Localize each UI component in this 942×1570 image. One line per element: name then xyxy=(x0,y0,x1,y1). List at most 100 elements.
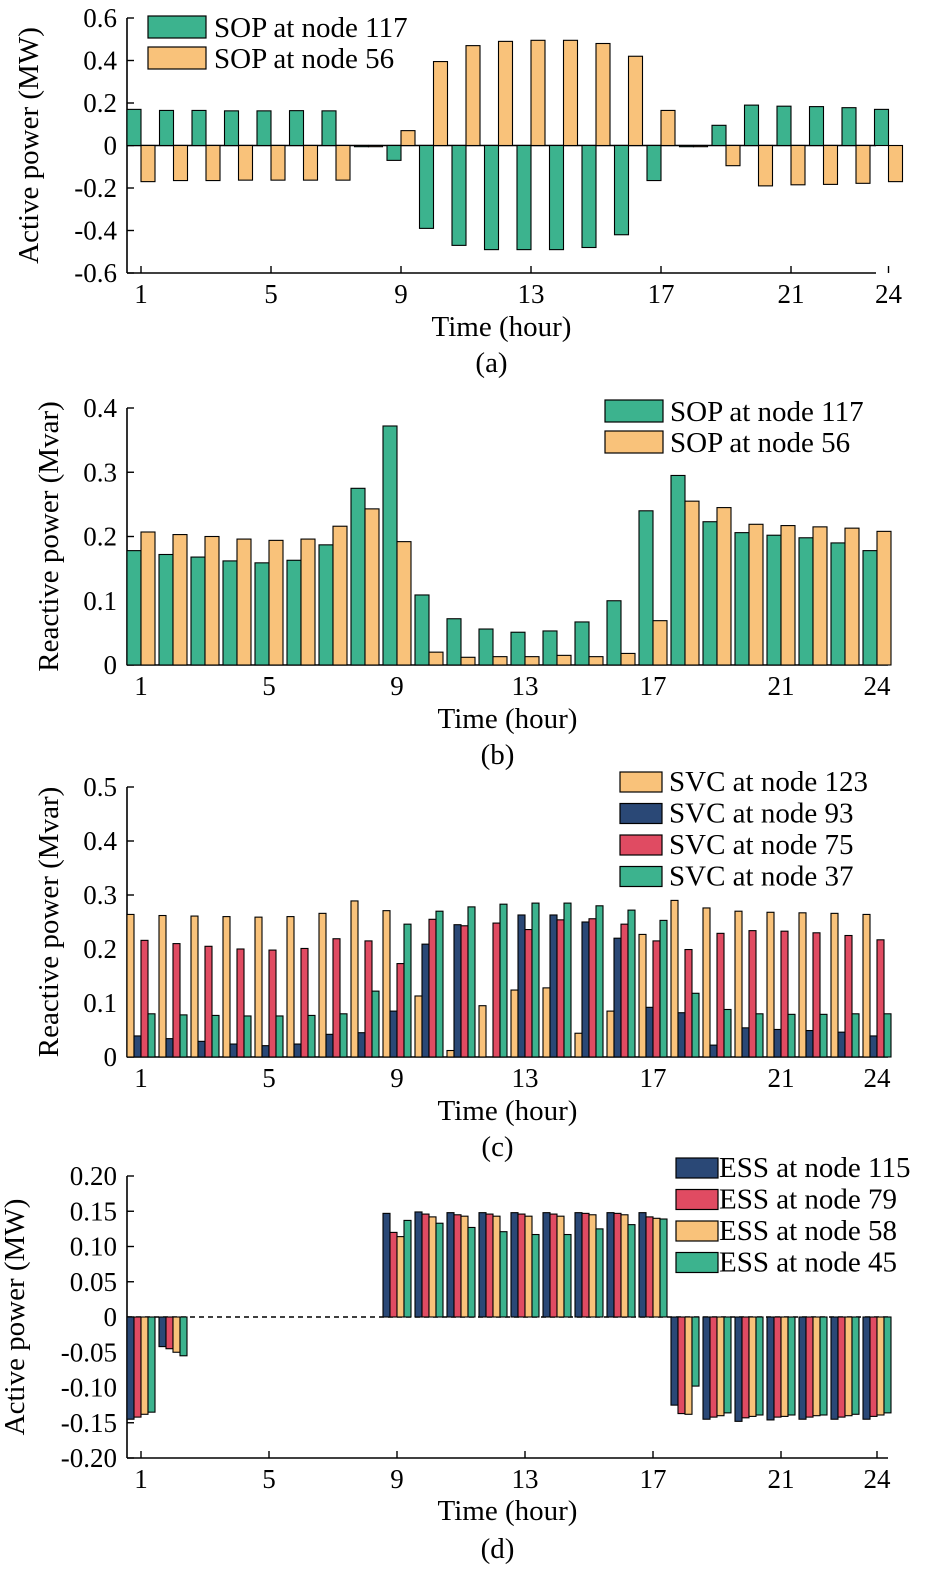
x-tick-label: 9 xyxy=(390,671,404,701)
bar xyxy=(549,914,558,1058)
legend-label: ESS at node 58 xyxy=(719,1215,897,1247)
bar xyxy=(869,1316,878,1417)
bar xyxy=(574,1212,583,1318)
bar xyxy=(446,618,462,666)
bar xyxy=(581,921,590,1058)
bar xyxy=(563,1233,572,1318)
bar xyxy=(837,1031,846,1058)
legend-label: SVC at node 75 xyxy=(669,829,853,861)
y-tick-label: 0.2 xyxy=(83,88,117,118)
bar xyxy=(723,1316,732,1414)
bar xyxy=(432,61,449,147)
bar xyxy=(371,990,380,1058)
bar xyxy=(691,1316,700,1387)
legend-swatch xyxy=(675,1220,719,1242)
bar xyxy=(741,1027,750,1058)
bar xyxy=(172,943,181,1058)
bar xyxy=(357,1032,366,1058)
bar xyxy=(460,925,469,1058)
bar xyxy=(300,538,316,666)
x-axis-label: Time (hour) xyxy=(432,311,572,343)
x-tick-label: 21 xyxy=(768,671,795,701)
bar xyxy=(805,1029,814,1058)
chart-b: 0 0.1 0.2 0.3 0.4 1 5 9 13 17 21 24 Reactive power (… xyxy=(33,393,892,771)
y-axis-label: Reactive power (Mvar) xyxy=(33,401,65,672)
bar xyxy=(307,1014,316,1058)
legend-swatch xyxy=(675,1251,719,1274)
y-tick-label: 0.4 xyxy=(83,826,117,856)
bar xyxy=(467,1226,476,1318)
bar xyxy=(421,943,430,1058)
bar xyxy=(638,933,647,1058)
x-tick-label: 24 xyxy=(864,671,892,701)
bar xyxy=(510,1212,519,1318)
bar xyxy=(773,1316,782,1418)
bar xyxy=(549,1213,558,1318)
legend-label: SVC at node 123 xyxy=(669,766,868,798)
bar xyxy=(302,144,319,181)
bar xyxy=(670,474,686,666)
y-tick-label: 0.1 xyxy=(83,988,117,1018)
bar xyxy=(862,1316,871,1420)
bar xyxy=(837,1316,846,1418)
bar xyxy=(588,918,597,1058)
bar xyxy=(851,1013,860,1058)
bar xyxy=(678,144,695,148)
bar xyxy=(403,1219,412,1318)
y-tick-label: 0.2 xyxy=(83,934,117,964)
bar xyxy=(613,144,630,236)
bar xyxy=(659,1218,668,1318)
bar xyxy=(812,1316,821,1417)
bar xyxy=(414,995,423,1058)
bar xyxy=(563,902,572,1058)
y-tick-label: -0.15 xyxy=(61,1408,117,1438)
bar xyxy=(268,949,277,1058)
bar xyxy=(652,1217,661,1318)
bar xyxy=(702,907,711,1058)
bar xyxy=(418,144,435,229)
x-tick-label: 13 xyxy=(512,1063,539,1093)
bar xyxy=(478,1212,487,1318)
bar xyxy=(677,1316,686,1415)
legend-swatch xyxy=(619,802,663,825)
bar xyxy=(389,1010,398,1058)
bar xyxy=(702,1316,711,1420)
bar xyxy=(812,526,828,666)
bar xyxy=(808,106,825,147)
bar xyxy=(478,628,494,666)
bar xyxy=(318,912,327,1058)
bar xyxy=(147,1013,156,1058)
bar xyxy=(862,913,871,1058)
bar xyxy=(556,1215,565,1318)
x-tick-label: 5 xyxy=(264,279,278,309)
bar xyxy=(236,948,245,1058)
bar xyxy=(205,144,221,182)
bar xyxy=(165,1038,174,1058)
bar xyxy=(773,1028,782,1058)
bar xyxy=(524,656,540,666)
bar xyxy=(446,1049,455,1058)
bar xyxy=(716,507,732,666)
bar xyxy=(542,630,558,666)
y-tick-label: 0 xyxy=(104,650,118,680)
bar xyxy=(261,1045,270,1058)
bar xyxy=(819,1316,828,1416)
x-tick-label: 17 xyxy=(640,671,667,701)
bar xyxy=(748,523,764,666)
legend-label: ESS at node 79 xyxy=(719,1184,897,1216)
bar xyxy=(887,144,904,183)
bar xyxy=(734,1316,743,1422)
bar xyxy=(483,144,500,251)
legend-swatch xyxy=(147,15,207,39)
bar xyxy=(556,919,565,1058)
bar xyxy=(237,144,254,181)
bar xyxy=(627,1224,636,1318)
bar xyxy=(588,656,604,666)
bar xyxy=(254,562,270,666)
x-tick-label: 1 xyxy=(134,1464,148,1494)
legend-label: SOP at node 117 xyxy=(670,396,864,428)
bar xyxy=(517,1213,526,1318)
bar xyxy=(556,654,572,666)
bar xyxy=(670,1316,679,1406)
